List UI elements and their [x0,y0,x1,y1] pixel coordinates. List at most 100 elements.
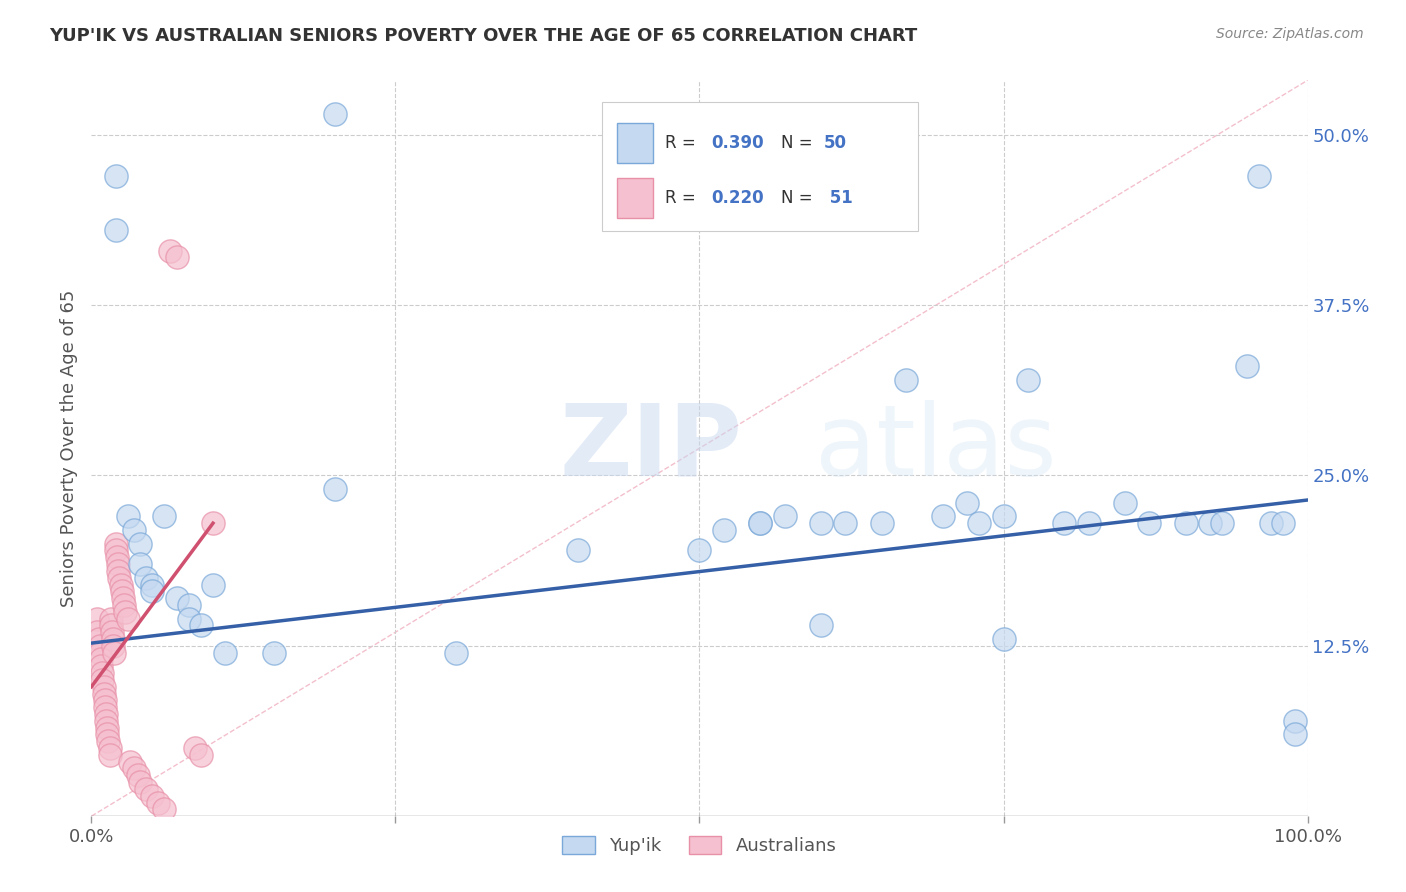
Point [931,509,953,524]
Point [91,666,114,681]
Point [104,223,127,237]
Point [103,632,125,646]
Point [135,571,157,585]
Point [1247,169,1270,183]
Text: N =: N = [780,189,818,207]
Point [127,768,149,782]
Point [94,714,117,728]
Point [120,755,142,769]
Point [184,741,207,756]
Text: 51: 51 [824,189,852,207]
Point [86,625,108,640]
Text: R =: R = [665,189,702,207]
Point [190,747,212,762]
Point [117,611,139,625]
Point [1284,714,1306,728]
Point [129,775,152,789]
Point [141,789,163,803]
Text: ZIP: ZIP [560,400,742,497]
Text: R =: R = [665,134,702,152]
Point [122,762,145,776]
Text: 0.220: 0.220 [711,189,765,207]
Point [141,577,163,591]
Point [166,591,188,606]
Point [896,373,918,387]
Point [100,611,122,625]
Point [323,482,346,496]
Point [108,571,131,585]
Point [90,659,112,673]
Point [110,577,132,591]
Point [1236,359,1258,374]
Point [214,646,236,660]
Point [1017,373,1039,387]
Point [103,639,125,653]
Point [94,706,117,721]
Point [1175,516,1198,531]
Point [129,536,152,550]
Point [101,625,124,640]
Point [96,727,118,741]
Text: 50: 50 [824,134,846,152]
Y-axis label: Seniors Poverty Over the Age of 65: Seniors Poverty Over the Age of 65 [59,290,77,607]
Point [1139,516,1161,531]
Point [749,516,772,531]
Point [98,741,121,756]
Point [773,509,796,524]
Point [1260,516,1282,531]
Point [153,802,176,816]
Point [91,673,114,687]
Point [86,611,108,625]
Point [1077,516,1099,531]
Point [103,646,125,660]
Point [87,632,110,646]
Point [135,781,157,796]
Point [107,564,129,578]
Point [567,543,589,558]
Legend: Yup'ik, Australians: Yup'ik, Australians [555,829,844,863]
Point [1053,516,1076,531]
Point [107,557,129,571]
Point [90,652,112,666]
Point [104,169,127,183]
Point [153,509,176,524]
Text: 0.390: 0.390 [711,134,765,152]
Point [122,523,145,537]
Point [177,611,200,625]
Text: N =: N = [780,134,818,152]
Point [444,646,467,660]
Point [111,591,134,606]
Point [112,598,135,612]
Text: YUP'IK VS AUSTRALIAN SENIORS POVERTY OVER THE AGE OF 65 CORRELATION CHART: YUP'IK VS AUSTRALIAN SENIORS POVERTY OVE… [49,27,918,45]
Point [263,646,285,660]
Point [177,598,200,612]
Point [96,721,118,735]
Point [202,577,225,591]
Point [111,584,134,599]
Point [98,747,121,762]
Text: Source: ZipAtlas.com: Source: ZipAtlas.com [1216,27,1364,41]
Point [94,693,117,707]
Point [202,516,225,531]
Point [1199,516,1222,531]
Point [104,536,127,550]
Point [1114,496,1136,510]
Point [141,584,163,599]
Bar [617,122,654,163]
Point [166,251,188,265]
Point [89,646,111,660]
Point [114,605,136,619]
Point [117,509,139,524]
Bar [617,178,654,219]
Point [148,796,170,810]
Point [190,618,212,632]
Point [104,543,127,558]
Point [129,557,152,571]
Point [105,550,128,565]
Point [100,618,122,632]
Point [956,496,979,510]
Point [870,516,893,531]
Point [749,516,772,531]
Point [323,107,346,121]
Point [97,734,120,748]
